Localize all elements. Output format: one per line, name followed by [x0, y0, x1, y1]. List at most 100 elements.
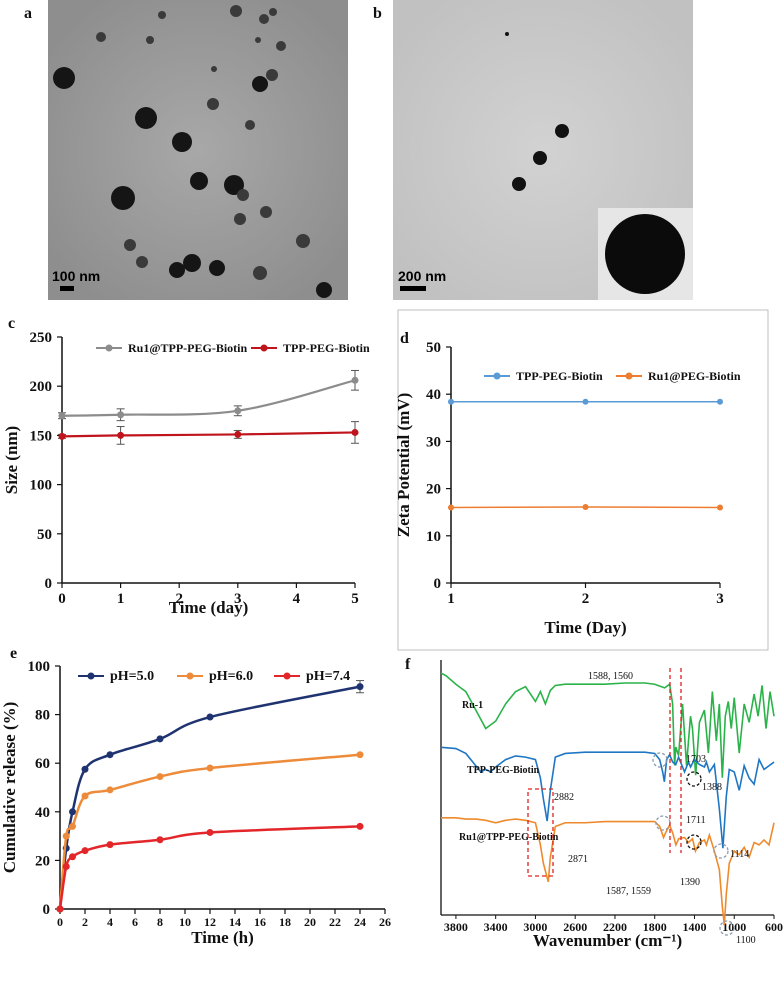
legend-marker	[186, 672, 194, 680]
peak-marker-circle	[652, 752, 668, 768]
data-point	[234, 407, 242, 415]
y-tick-label: 0	[434, 576, 442, 592]
data-point	[56, 905, 64, 913]
spectrum-label: TPP-PEG-Biotin	[467, 765, 540, 776]
tem-particle-a	[276, 41, 286, 51]
panel-label: d	[400, 330, 409, 347]
data-point	[117, 411, 125, 419]
peak-marker-circle	[719, 920, 735, 936]
legend-marker	[260, 344, 268, 352]
data-point	[717, 398, 723, 405]
y-tick-label: 150	[30, 428, 53, 444]
data-point	[234, 430, 242, 438]
peak-annotation: 2882	[554, 792, 574, 803]
tem-particle-a	[124, 239, 136, 251]
peak-annotation: 2871	[568, 854, 588, 865]
x-axis-title: Time (day)	[169, 598, 249, 617]
x-tick-label: 2	[582, 591, 590, 607]
y-tick-label: 10	[426, 529, 441, 545]
tem-particle-a	[96, 32, 106, 42]
x-tick-label: 600	[765, 920, 783, 934]
tem-particle-a	[224, 175, 244, 195]
x-tick-label: 26	[379, 915, 391, 929]
data-point	[717, 504, 723, 511]
x-tick-label: 3400	[484, 920, 508, 934]
x-tick-label: 1400	[682, 920, 706, 934]
scale-bar-b: 200 nm	[398, 268, 446, 284]
tem-particle-a	[259, 14, 269, 24]
data-point	[356, 751, 364, 759]
data-point	[81, 765, 89, 773]
tem-particle-a	[252, 76, 268, 92]
tem-particle-b	[555, 124, 569, 138]
data-point	[69, 808, 76, 816]
tem-image-b: 200 nm	[393, 0, 693, 300]
tem-particle-a	[237, 189, 249, 201]
y-axis-title: Cumulative release (%)	[0, 702, 19, 874]
tem-particle-a	[266, 69, 278, 81]
tem-particle-a	[255, 37, 261, 43]
tem-particle-a	[316, 282, 332, 298]
series-line-1	[61, 431, 356, 438]
peak-annotation: 1388	[702, 782, 722, 793]
y-tick-label: 60	[35, 756, 50, 772]
x-tick-label: 12	[204, 915, 216, 929]
spectrum-line-1	[440, 746, 775, 849]
data-point	[582, 504, 589, 511]
peak-annotation: 1587, 1559	[606, 886, 651, 897]
x-tick-label: 18	[279, 915, 291, 929]
y-tick-label: 40	[35, 805, 50, 821]
data-point	[206, 713, 214, 721]
y-tick-label: 100	[28, 659, 51, 675]
y-tick-label: 30	[426, 434, 441, 450]
panel-frame	[397, 309, 769, 651]
panel-label-b: b	[373, 5, 382, 22]
y-tick-label: 100	[30, 478, 53, 494]
y-tick-label: 250	[30, 330, 53, 346]
scale-bar-a: 100 nm	[52, 268, 100, 284]
legend-label: TPP-PEG-Biotin	[516, 369, 603, 383]
legend-label: TPP-PEG-Biotin	[283, 341, 370, 355]
panel-label: f	[405, 656, 411, 673]
tem-a-particles	[53, 5, 332, 298]
series-line-2	[58, 825, 361, 910]
y-tick-label: 0	[43, 902, 51, 918]
tem-particle-a	[135, 107, 157, 129]
peak-annotation: 1711	[686, 815, 706, 826]
spectrum-line-2	[441, 817, 775, 925]
tem-particle-a	[146, 36, 154, 44]
data-point	[582, 398, 589, 405]
legend-label: pH=5.0	[110, 669, 154, 684]
x-tick-label: 0	[57, 915, 63, 929]
tem-particle-a	[53, 67, 75, 89]
y-tick-label: 20	[426, 482, 441, 498]
tem-particle-a	[211, 66, 217, 72]
x-tick-label: 2	[175, 591, 183, 607]
tem-particle-a	[230, 5, 242, 17]
legend-label: Ru1@TPP-PEG-Biotin	[128, 341, 247, 355]
data-point	[156, 735, 164, 743]
x-tick-label: 5	[351, 591, 359, 607]
legend-marker	[625, 372, 633, 380]
x-tick-label: 3	[716, 591, 724, 607]
tem-particle-b	[533, 151, 547, 165]
data-point	[106, 751, 114, 759]
x-tick-label: 3000	[523, 920, 547, 934]
spectrum-label: Ru-1	[462, 700, 483, 711]
x-tick-label: 1	[117, 591, 125, 607]
x-tick-label: 16	[254, 915, 266, 929]
legend-marker	[283, 672, 291, 680]
data-point	[448, 398, 454, 405]
data-point	[69, 853, 76, 861]
x-axis-title: Time (Day)	[544, 618, 626, 637]
tem-particle-a	[260, 206, 272, 218]
data-point	[356, 683, 364, 691]
legend-marker	[105, 344, 113, 352]
data-point	[106, 786, 114, 794]
tem-particle-a	[245, 120, 255, 130]
spectrum-label: Ru1@TPP-PEG-Biotin	[459, 832, 559, 843]
data-point	[62, 832, 70, 840]
peak-marker-circle	[686, 771, 702, 787]
